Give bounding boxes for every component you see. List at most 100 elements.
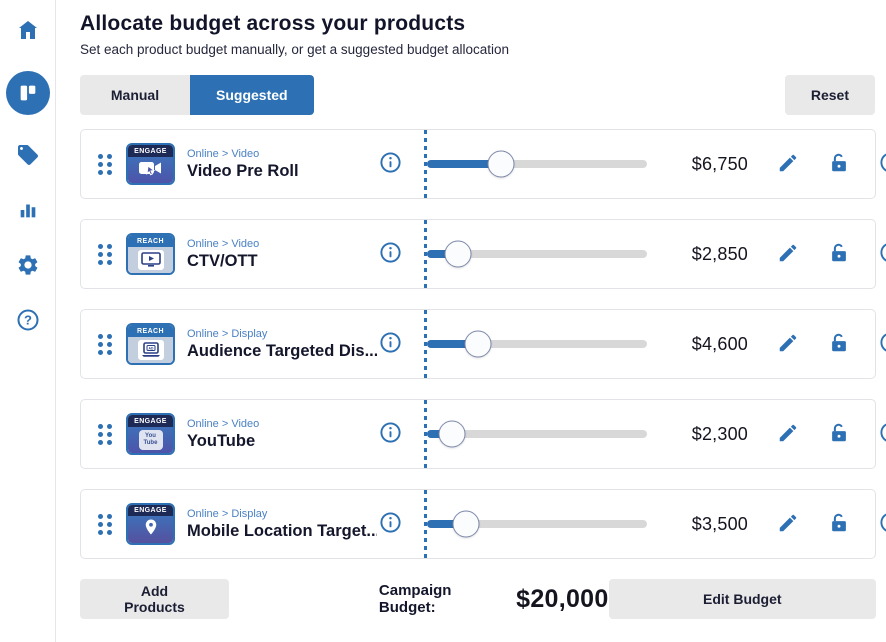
sidebar-item-home[interactable] xyxy=(6,8,50,52)
slider-origin-line xyxy=(424,130,427,198)
reset-button[interactable]: Reset xyxy=(784,75,875,115)
product-name: YouTube xyxy=(187,431,256,450)
badge-label: ENGAGE xyxy=(128,505,173,516)
product-thumbnail: ENGAGE xyxy=(126,143,175,185)
lock-icon[interactable] xyxy=(828,242,850,267)
info-icon[interactable] xyxy=(379,151,402,177)
video-camera-icon xyxy=(138,158,164,183)
tab-suggested[interactable]: Suggested xyxy=(190,75,314,115)
budget-slider[interactable] xyxy=(424,490,650,558)
drag-handle-icon[interactable] xyxy=(98,241,112,267)
sidebar-item-dashboard[interactable] xyxy=(5,71,50,115)
edit-budget-icon[interactable] xyxy=(777,152,799,177)
info-icon[interactable] xyxy=(379,511,402,537)
youtube-icon: You Tube xyxy=(138,430,163,450)
product-name: CTV/OTT xyxy=(187,251,258,270)
slider-track[interactable] xyxy=(427,330,647,358)
slider-fill xyxy=(427,250,459,258)
campaign-budget-value: $20,000 xyxy=(516,584,609,613)
product-category: Online > Video xyxy=(187,417,260,430)
location-pin-icon xyxy=(142,516,160,543)
product-thumbnail: ENGAGE xyxy=(126,503,175,545)
slider-fill xyxy=(427,340,478,348)
info-icon[interactable] xyxy=(379,241,402,267)
slider-thumb[interactable] xyxy=(444,240,472,268)
budget-value: $4,600 xyxy=(691,333,748,354)
edit-budget-icon[interactable] xyxy=(777,242,799,267)
sidebar-item-help[interactable]: ? xyxy=(6,298,50,342)
remove-product-icon[interactable] xyxy=(879,511,886,537)
edit-budget-icon[interactable] xyxy=(777,512,799,537)
budget-slider[interactable] xyxy=(424,130,650,198)
budget-slider[interactable] xyxy=(424,400,650,468)
info-icon[interactable] xyxy=(379,331,402,357)
badge-label: REACH xyxy=(128,235,173,247)
budget-value: $2,850 xyxy=(691,243,748,264)
product-category: Online > Display xyxy=(187,507,268,520)
slider-origin-line xyxy=(424,490,427,558)
drag-handle-icon[interactable] xyxy=(98,421,112,447)
budget-slider[interactable] xyxy=(424,310,650,378)
remove-product-icon[interactable] xyxy=(879,331,886,357)
slider-thumb[interactable] xyxy=(438,420,466,448)
budget-value: $2,300 xyxy=(691,423,748,444)
product-text: Online > Display Audience Targeted Dis..… xyxy=(187,328,377,361)
sidebar: ? xyxy=(0,0,56,642)
main-content: Allocate budget across your products Set… xyxy=(56,0,886,642)
gear-icon xyxy=(16,253,40,277)
product-text: Online > Video Video Pre Roll xyxy=(187,148,377,181)
product-row-video-pre-roll: ENGAGE Online > Video Video Pre R xyxy=(80,129,886,199)
add-products-button[interactable]: Add Products xyxy=(80,579,229,619)
lock-icon[interactable] xyxy=(828,512,850,537)
badge-label: ENGAGE xyxy=(128,415,173,427)
remove-product-icon[interactable] xyxy=(879,151,886,177)
product-row-mobile-location-targeting: ENGAGE Online > Display Mobile Location … xyxy=(80,489,886,559)
laptop-ad-icon: AD xyxy=(137,340,164,360)
badge-label: ENGAGE xyxy=(128,145,173,157)
product-text: Online > Video CTV/OTT xyxy=(187,238,377,271)
slider-thumb[interactable] xyxy=(464,330,492,358)
slider-track[interactable] xyxy=(427,240,647,268)
slider-track[interactable] xyxy=(427,420,647,448)
home-icon xyxy=(16,18,40,42)
product-row-audience-targeted-display: REACH AD Online > Display xyxy=(80,309,886,379)
edit-budget-icon[interactable] xyxy=(777,332,799,357)
svg-text:AD: AD xyxy=(148,347,153,351)
lock-icon[interactable] xyxy=(828,332,850,357)
product-list: ENGAGE Online > Video Video Pre R xyxy=(80,129,886,559)
budget-slider[interactable] xyxy=(424,220,650,288)
dashboard-icon xyxy=(5,71,50,115)
product-text: Online > Display Mobile Location Target.… xyxy=(187,508,377,541)
product-name: Video Pre Roll xyxy=(187,161,299,180)
slider-thumb[interactable] xyxy=(452,510,479,538)
edit-budget-button[interactable]: Edit Budget xyxy=(608,579,876,619)
tv-icon xyxy=(137,250,164,270)
slider-thumb[interactable] xyxy=(487,150,515,178)
edit-budget-icon[interactable] xyxy=(777,422,799,447)
drag-handle-icon[interactable] xyxy=(98,331,112,357)
slider-origin-line xyxy=(424,400,427,468)
help-icon: ? xyxy=(16,308,40,332)
info-icon[interactable] xyxy=(379,421,402,447)
budget-value: $6,750 xyxy=(691,153,748,174)
product-thumbnail: REACH xyxy=(126,233,175,275)
lock-icon[interactable] xyxy=(828,152,850,177)
campaign-budget-label: Campaign Budget: xyxy=(378,582,452,616)
slider-track[interactable] xyxy=(427,150,647,178)
mode-tabs: Manual Suggested xyxy=(80,75,314,115)
drag-handle-icon[interactable] xyxy=(98,151,112,177)
remove-product-icon[interactable] xyxy=(879,241,886,267)
remove-product-icon[interactable] xyxy=(879,421,886,447)
drag-handle-icon[interactable] xyxy=(98,511,112,537)
sidebar-item-settings[interactable] xyxy=(6,243,50,287)
slider-track[interactable] xyxy=(427,510,647,538)
product-thumbnail: ENGAGE You Tube xyxy=(126,413,175,455)
tab-manual[interactable]: Manual xyxy=(80,75,190,115)
lock-icon[interactable] xyxy=(828,422,850,447)
sidebar-item-reports[interactable] xyxy=(6,188,50,232)
sidebar-item-tags[interactable] xyxy=(6,133,50,177)
badge-label: REACH xyxy=(128,325,173,337)
slider-fill xyxy=(427,160,502,168)
page-title: Allocate budget across your products xyxy=(80,12,466,35)
